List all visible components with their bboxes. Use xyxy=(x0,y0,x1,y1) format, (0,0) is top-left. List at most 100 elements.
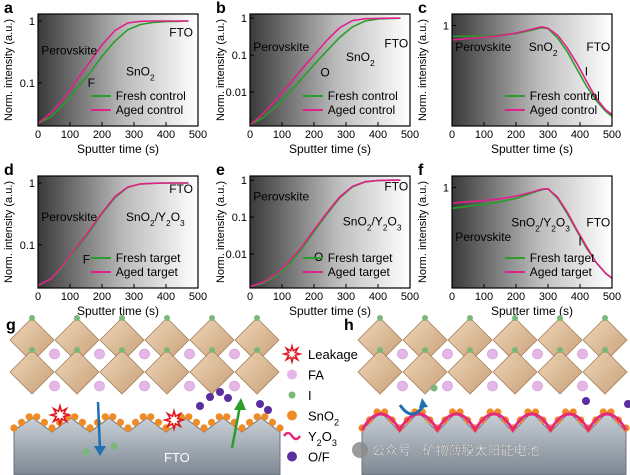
plot-frame xyxy=(37,13,199,127)
y-axis-label: Norm. intensity (a.u.) xyxy=(417,181,429,283)
sno2-particle xyxy=(261,413,269,421)
x-axis-label: Sputter time (s) xyxy=(289,304,371,318)
iodide-ion xyxy=(512,315,518,321)
legend-y2o3-icon xyxy=(282,431,302,441)
panel-label-b: b xyxy=(216,0,226,17)
fa-cation xyxy=(442,380,453,392)
series-line-aged xyxy=(451,25,613,116)
perovskite-octahedron xyxy=(189,349,235,395)
y-tick-label: 1 xyxy=(443,20,449,32)
of-ion xyxy=(224,394,232,402)
x-tick-label: 100 xyxy=(273,129,291,141)
fa-cation xyxy=(487,348,498,360)
region-label: FTO xyxy=(384,37,408,51)
x-tick-label: 500 xyxy=(401,129,419,141)
y-axis-label: Norm. intensity (a.u.) xyxy=(3,19,15,121)
watermark-icon xyxy=(352,442,368,458)
chart-panel-d: d 0 100 200 300 400 500 1 0.1 Sputter time (s) Nor… xyxy=(3,162,207,318)
fa-cation xyxy=(94,348,105,360)
region-label: Perovskite xyxy=(41,210,97,224)
fa-cation xyxy=(94,380,105,392)
x-tick-label: 200 xyxy=(305,129,323,141)
sno2-particle xyxy=(268,418,276,426)
sno2-particle xyxy=(246,418,254,426)
region-label: FTO xyxy=(384,180,408,194)
iodide-ion xyxy=(209,315,215,321)
of-ion xyxy=(216,388,224,396)
iodide-ion xyxy=(74,315,80,321)
y-tick-label: 0.1 xyxy=(232,212,247,224)
iodide-ion xyxy=(209,347,215,353)
sno2-particle xyxy=(40,418,49,426)
fa-cation xyxy=(184,348,195,360)
sno2-particle xyxy=(154,418,162,426)
iodide-ion xyxy=(29,315,35,321)
panel-label-h: h xyxy=(344,317,354,334)
sno2-particle xyxy=(200,424,208,432)
perovskite-octahedron xyxy=(9,349,55,395)
y-tick-label: 1 xyxy=(241,175,247,187)
x-tick-label: 400 xyxy=(571,291,589,303)
legend-label: Aged target xyxy=(530,265,593,279)
sno2-particle xyxy=(223,413,231,421)
region-label: Perovskite xyxy=(253,40,309,54)
x-tick-label: 200 xyxy=(305,291,323,303)
x-tick-label: 0 xyxy=(247,291,253,303)
fa-cation xyxy=(532,348,543,360)
legend-fa-label: FA xyxy=(308,368,324,383)
element-label: F xyxy=(88,76,95,90)
plot-background xyxy=(250,14,410,126)
y-tick-label: 1 xyxy=(29,178,35,190)
perovskite-octahedron xyxy=(537,349,583,395)
series-line-aged xyxy=(249,17,401,126)
region-label: FTO xyxy=(586,215,610,229)
x-axis-label: Sputter time (s) xyxy=(77,142,159,156)
element-label: F xyxy=(83,252,90,266)
perovskite-octahedron xyxy=(402,349,448,395)
perovskite-octahedron xyxy=(234,349,280,395)
sno2-particle xyxy=(253,413,261,421)
perovskite-octahedron xyxy=(492,349,538,395)
sno2-particle xyxy=(109,413,117,421)
sno2-particle xyxy=(116,418,124,426)
x-tick-label: 400 xyxy=(369,129,387,141)
sno2-particle xyxy=(215,413,223,421)
sno2-particle xyxy=(18,418,26,426)
x-axis-label: Sputter time (s) xyxy=(491,142,573,156)
y-tick-label: 0.1 xyxy=(232,50,247,62)
x-tick-label: 0 xyxy=(449,129,455,141)
fa-cation xyxy=(229,380,240,392)
legend-of-icon xyxy=(287,451,297,462)
panel-label-a: a xyxy=(4,0,13,17)
iodide-ion xyxy=(557,347,563,353)
iodide-ion xyxy=(430,384,438,392)
region-label: SnO2/Y2O3 xyxy=(511,215,570,233)
iodide-ion xyxy=(164,347,170,353)
of-ion xyxy=(196,402,204,410)
legend-label: Aged target xyxy=(328,265,391,279)
of-ion xyxy=(582,397,590,405)
panel-label-f: f xyxy=(418,162,424,179)
x-tick-label: 0 xyxy=(35,291,41,303)
x-tick-label: 300 xyxy=(125,291,143,303)
legend-label: Fresh target xyxy=(530,251,595,265)
legend-leakage-label: Leakage xyxy=(308,347,358,362)
legend-of-label: O/F xyxy=(308,450,330,465)
of-ion xyxy=(264,406,272,414)
x-tick-label: 0 xyxy=(449,291,455,303)
x-tick-label: 100 xyxy=(61,291,79,303)
series-line-aged xyxy=(451,187,613,279)
region-label: FTO xyxy=(586,40,610,54)
x-tick-label: 400 xyxy=(157,129,175,141)
series-line-aged xyxy=(37,182,189,287)
sno2-particle xyxy=(86,424,94,432)
x-axis-label: Sputter time (s) xyxy=(289,142,371,156)
sno2-particle xyxy=(124,424,132,432)
watermark-text: 公众号 · 矿物薄膜太阳能电池 xyxy=(372,443,540,458)
legend-label: Aged control xyxy=(530,103,597,117)
x-tick-label: 300 xyxy=(337,291,355,303)
x-tick-label: 300 xyxy=(125,129,143,141)
x-tick-label: 300 xyxy=(539,129,557,141)
